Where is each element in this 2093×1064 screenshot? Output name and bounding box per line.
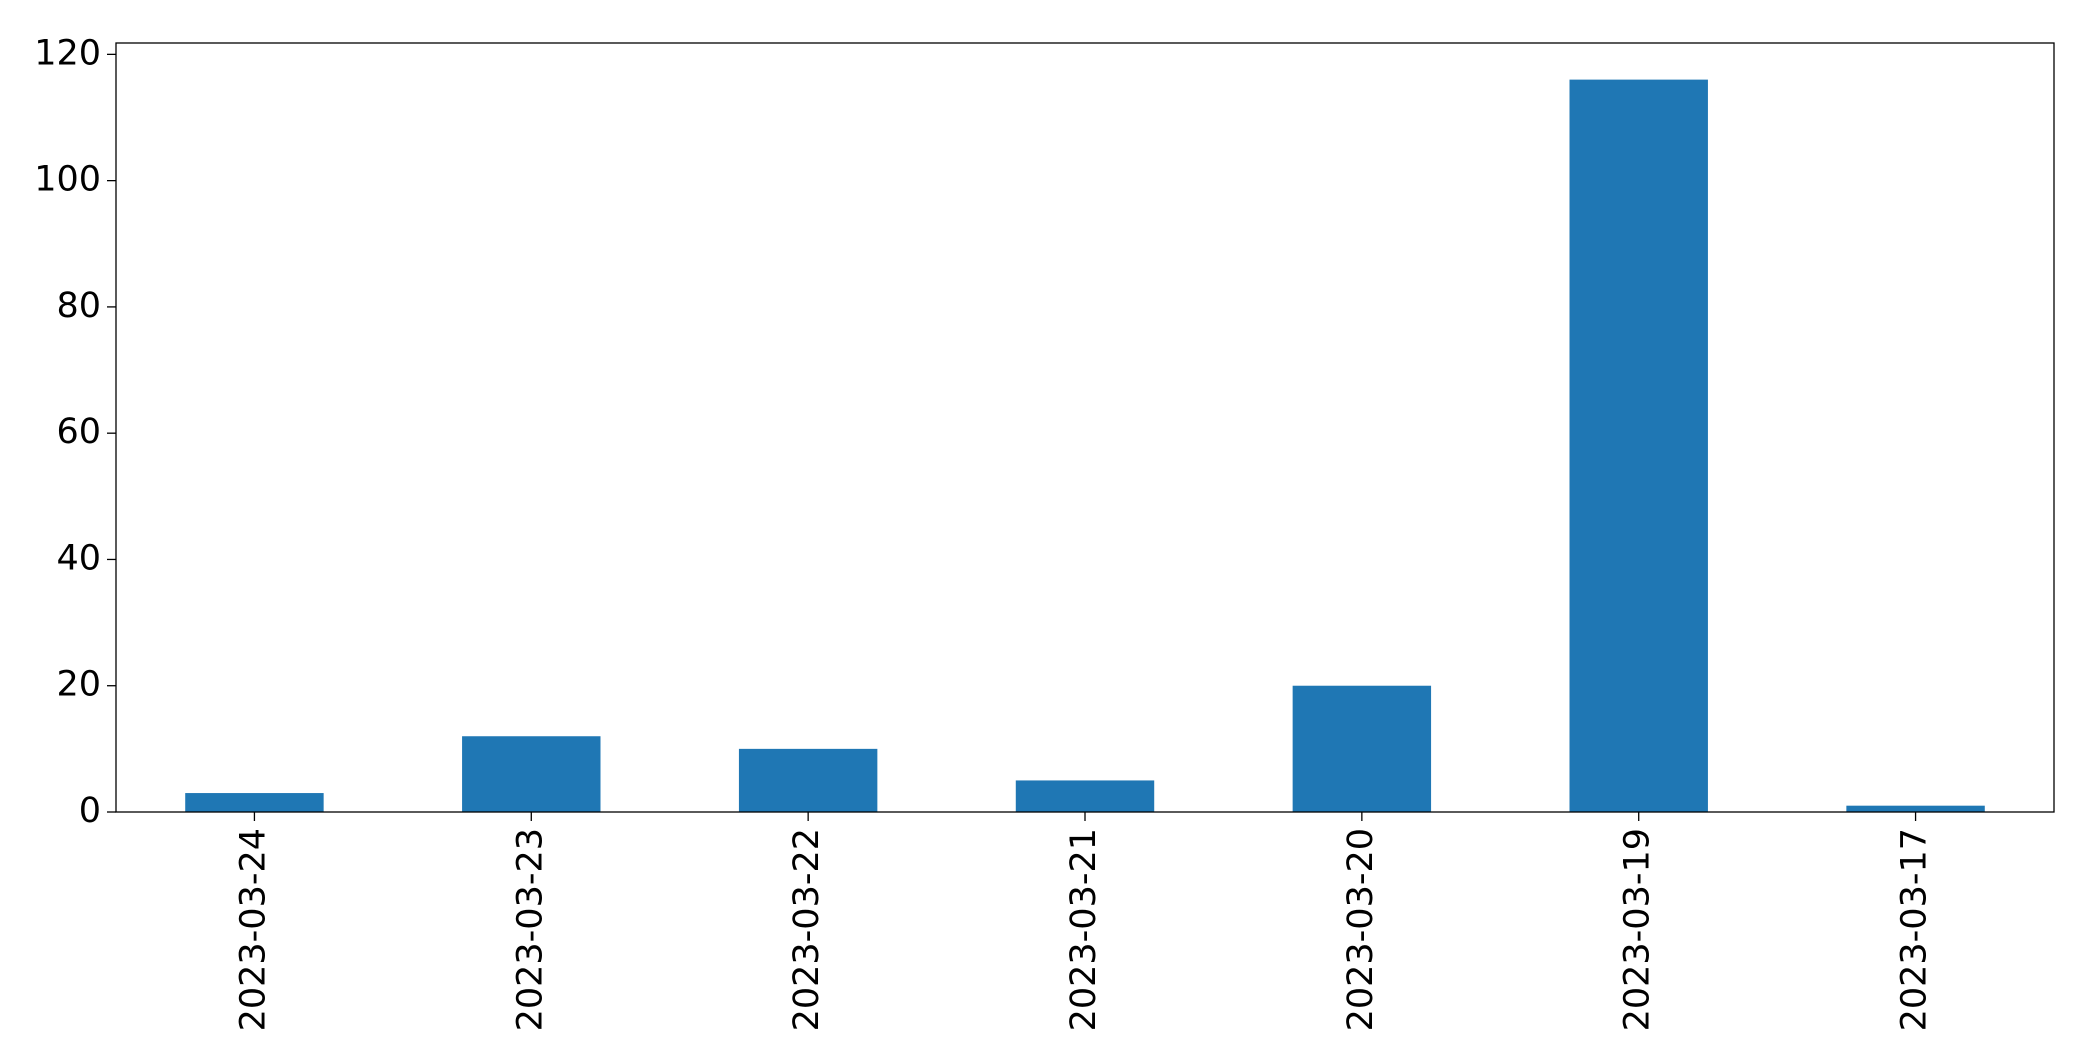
x-tick-label: 2023-03-20 (1341, 828, 1381, 1031)
x-tick-label: 2023-03-17 (1895, 828, 1935, 1031)
y-tick-label: 120 (34, 33, 101, 73)
bar (185, 793, 324, 812)
y-tick-label: 80 (56, 286, 101, 326)
bar (462, 736, 601, 812)
x-tick-label: 2023-03-23 (510, 828, 550, 1031)
x-tick-label: 2023-03-19 (1618, 828, 1658, 1031)
y-tick-label: 60 (56, 412, 101, 452)
y-tick-label: 0 (79, 791, 101, 831)
bar (1292, 685, 1432, 812)
y-tick-label: 100 (34, 160, 101, 200)
bar (1015, 780, 1155, 812)
x-tick-label: 2023-03-22 (787, 828, 827, 1031)
x-tick-label: 2023-03-24 (233, 828, 273, 1031)
y-tick-label: 20 (56, 665, 101, 705)
y-tick-label: 40 (56, 538, 101, 578)
bar (1846, 805, 1985, 812)
bar (738, 748, 878, 812)
x-tick-label: 2023-03-21 (1064, 828, 1104, 1031)
bar (1569, 79, 1708, 813)
plot-frame (115, 42, 2055, 813)
